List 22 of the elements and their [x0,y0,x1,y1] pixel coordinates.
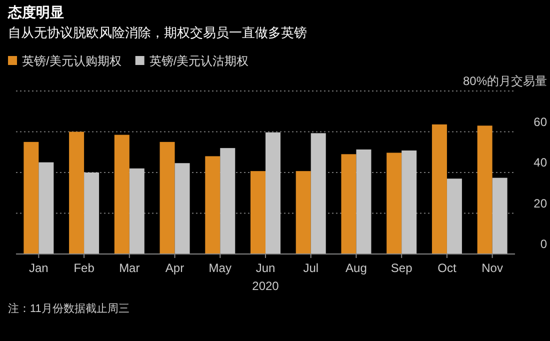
x-tick-label: May [208,261,232,275]
x-axis-title: 2020 [252,279,280,293]
x-tick-label: Oct [438,261,457,275]
x-tick-label: Aug [346,261,367,275]
x-tick-label: Jan [29,261,48,275]
legend-label: 英镑/美元认沽期权 [149,54,249,68]
text: 注：11月份数据截止周三 [8,302,130,315]
x-tick-label: Mar [119,261,140,275]
chart-title: 态度明显 [7,4,64,20]
x-tick-label: Nov [482,261,503,275]
y-tick-label: 0 [540,237,548,251]
x-tick-label: Feb [74,261,95,275]
y-tick-label: 80%的月交易量 [462,74,547,88]
x-tick-label: Jun [256,261,276,275]
y-tick-label: 20 [534,196,548,210]
x-tick-label: Sep [390,261,413,275]
x-tick-label: Jul [303,261,319,275]
legend-label: 英镑/美元认购期权 [22,54,122,68]
x-tick-label: Apr [165,261,184,275]
y-tick-label: 40 [534,156,548,170]
y-tick-label: 60 [534,114,548,129]
chart-subtitle: 自从无协议脱欧风险消除，期权交易员一直做多英镑 [8,25,307,40]
